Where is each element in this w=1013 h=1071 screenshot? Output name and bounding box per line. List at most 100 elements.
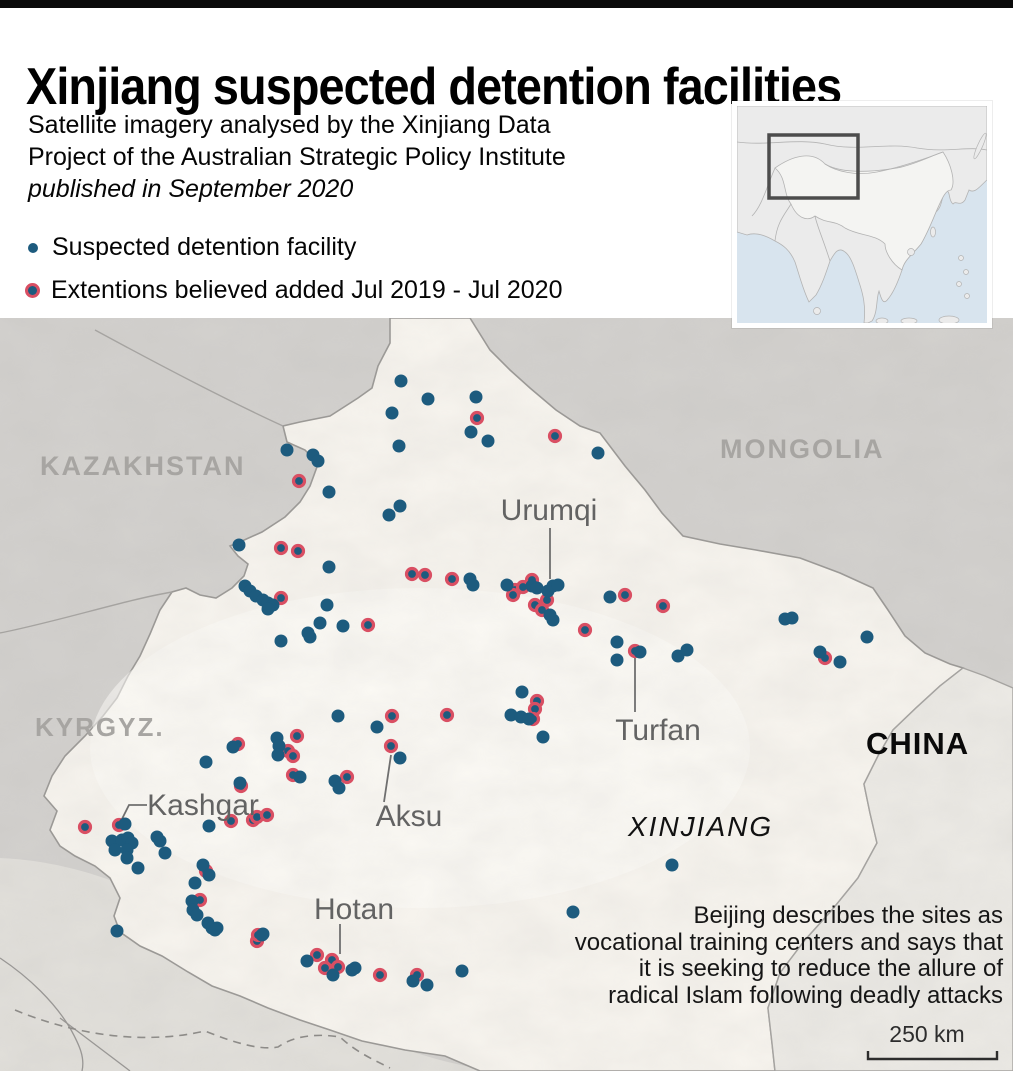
facility-dot (469, 390, 483, 404)
facility-dot (280, 443, 294, 457)
extension-dot (309, 947, 325, 963)
subtitle: Satellite imagery analysed by the Xinjia… (28, 109, 566, 205)
extension-dot (655, 598, 671, 614)
facility-dot (370, 720, 384, 734)
label-china: CHINA (866, 726, 970, 761)
facility-dot (455, 964, 469, 978)
facility-dot (332, 781, 346, 795)
facility-dot (320, 598, 334, 612)
inset-map (732, 101, 992, 328)
annotation-line-4: radical Islam following deadly attacks (608, 981, 1003, 1009)
facility-dot (208, 923, 222, 937)
label-kazakhstan: KAZAKHSTAN (40, 451, 246, 481)
facility-dot (131, 861, 145, 875)
kashgar-callout-line (120, 804, 147, 822)
facility-dot (120, 851, 134, 865)
subtitle-line-1: Satellite imagery analysed by the Xinjia… (28, 111, 551, 139)
facility-dot (680, 643, 694, 657)
scale-bar (866, 1051, 999, 1061)
facility-dot (466, 578, 480, 592)
inset-islands (813, 132, 987, 325)
legend-item-extension: Extentions believed added Jul 2019 - Jul… (24, 269, 562, 312)
facility-dot (392, 439, 406, 453)
callout-lines (120, 528, 636, 954)
extension-dot-icon (28, 286, 37, 295)
facility-dot (813, 645, 827, 659)
facility-dot (464, 425, 478, 439)
annotation-line-2: vocational training centers and says tha… (574, 928, 1003, 956)
extension-dot (383, 738, 399, 754)
facility-dot (158, 846, 172, 860)
inset-canvas (736, 105, 988, 325)
extension-dot (547, 428, 563, 444)
extension-dot (505, 587, 521, 603)
facility-dot (393, 499, 407, 513)
label-aksu: Aksu (375, 800, 443, 833)
facility-dot (202, 868, 216, 882)
extension-dot (439, 707, 455, 723)
beijing-annotation: Beijing describes the sites as vocationa… (483, 902, 1004, 1009)
extension-dot (273, 590, 289, 606)
facility-dot (199, 755, 213, 769)
facility-dot (546, 613, 560, 627)
facility-dot (860, 630, 874, 644)
inset-highlight-rect (767, 133, 860, 200)
label-kashgar: Kashgar (147, 789, 259, 822)
extension-dot (291, 473, 307, 489)
subtitle-line-3: published in September 2020 (28, 175, 354, 203)
facility-dot (274, 634, 288, 648)
label-kyrgyz: KYRGYZ. (35, 712, 165, 742)
facility-dot (500, 578, 514, 592)
label-mongolia: MONGOLIA (720, 434, 885, 464)
facility-dot-icon (28, 242, 38, 253)
facility-dot (110, 924, 124, 938)
facility-dot (633, 645, 647, 659)
facility-dot (504, 708, 518, 722)
extension-dot (290, 543, 306, 559)
facility-dot (665, 858, 679, 872)
facility-dot (515, 685, 529, 699)
extension-dot (360, 617, 376, 633)
extension-dot (259, 807, 275, 823)
facility-dot (271, 748, 285, 762)
facility-dot (108, 843, 122, 857)
page-title: Xinjiang suspected detention facilities (26, 57, 842, 116)
facility-dot (833, 655, 847, 669)
extension-dot (372, 967, 388, 983)
annotation-line-1: Beijing describes the sites as (693, 902, 1004, 929)
legend-item-facility: Suspected detention facility (24, 226, 562, 269)
terrain-texture (0, 318, 1013, 1071)
extension-dot (404, 566, 420, 582)
facility-dot (256, 927, 270, 941)
facility-dot (313, 616, 327, 630)
facility-dot (394, 374, 408, 388)
facility-dot (322, 485, 336, 499)
extension-dot (417, 567, 433, 583)
facility-dot (420, 978, 434, 992)
legend: Suspected detention facility Extentions … (24, 226, 562, 312)
facility-dot (591, 446, 605, 460)
extension-dot (469, 410, 485, 426)
facility-dot (261, 602, 275, 616)
facility-dot (326, 968, 340, 982)
facility-dot (153, 834, 167, 848)
extension-dot (289, 728, 305, 744)
aksu-callout-line (383, 754, 392, 803)
facility-dot (196, 858, 210, 872)
facility-dot (530, 581, 544, 595)
extension-dot (223, 813, 239, 829)
facility-dot (566, 905, 580, 919)
facility-dot (385, 406, 399, 420)
label-turfan: Turfan (615, 714, 701, 747)
facility-dot (233, 776, 247, 790)
legend-facility-label: Suspected detention facility (52, 233, 357, 261)
facility-dot (300, 954, 314, 968)
facility-dot (188, 876, 202, 890)
facility-dot (331, 709, 345, 723)
facility-dot (293, 770, 307, 784)
main-map: KAZAKHSTAN MONGOLIA KYRGYZ. CHINA XINJIA… (0, 318, 1013, 1071)
top-black-bar (0, 0, 1013, 8)
extension-dot (577, 622, 593, 638)
facility-dot (421, 392, 435, 406)
